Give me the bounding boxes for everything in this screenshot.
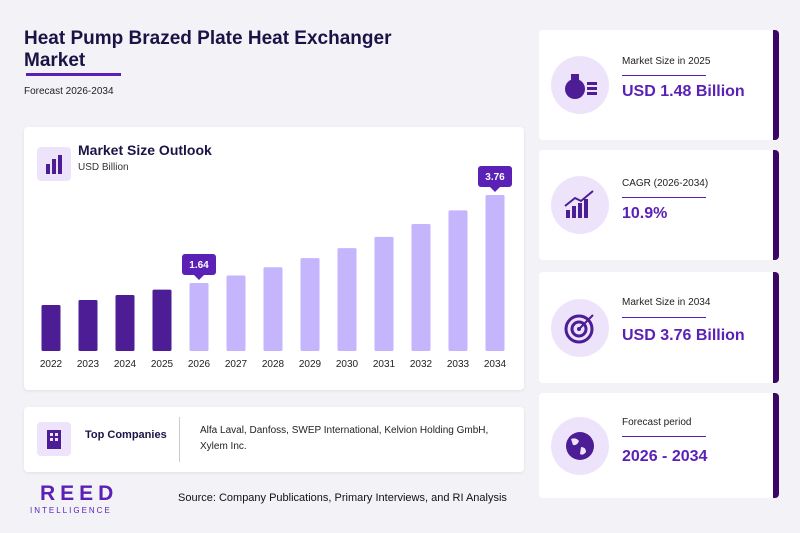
value-callout xyxy=(182,253,216,275)
kpi-card: Market Size in 2034 USD 3.76 Billion xyxy=(539,272,779,383)
kpi-rule xyxy=(622,317,706,318)
icon xyxy=(566,431,594,460)
x-tick-label: 2032 xyxy=(410,359,433,370)
title: Heat Pump Brazed Plate Heat Exchanger Ma… xyxy=(24,28,392,71)
x-tick-label: 2029 xyxy=(299,359,322,370)
kpi-icon xyxy=(551,56,609,114)
bar xyxy=(374,236,394,351)
kpi-label: Forecast period xyxy=(622,417,692,428)
x-tick-label: 2028 xyxy=(262,359,285,370)
value-callout xyxy=(478,166,512,187)
x-tick-label: 2034 xyxy=(484,359,507,370)
x-tick-label: 2033 xyxy=(447,359,470,370)
chart-subtitle: USD Billion xyxy=(78,162,129,173)
logo-tagline: INTELLIGENCE xyxy=(30,506,112,515)
bar xyxy=(78,299,98,351)
x-tick-label: 2027 xyxy=(225,359,248,370)
kpi-card: Forecast period 2026 - 2034 xyxy=(539,393,779,498)
bar xyxy=(411,224,431,351)
bar xyxy=(448,210,468,351)
kpi-value: 2026 - 2034 xyxy=(622,448,708,465)
kpi-rule xyxy=(622,75,706,76)
divider xyxy=(179,417,180,462)
kpi-label: Market Size in 2034 xyxy=(622,297,711,308)
kpi-value: USD 1.48 Billion xyxy=(622,83,745,100)
x-tick-label: 2026 xyxy=(188,359,211,370)
companies-icon xyxy=(37,422,71,456)
kpi-rule xyxy=(622,436,706,437)
chart-card: Market Size Outlook USD Billion 2022 2023… xyxy=(24,127,524,390)
chart-title: Market Size Outlook xyxy=(78,142,212,158)
value-callout-pointer xyxy=(490,187,500,192)
kpi-value: USD 3.76 Billion xyxy=(622,327,745,344)
kpi-icon xyxy=(551,176,609,234)
bar xyxy=(152,289,172,351)
icon xyxy=(47,430,61,449)
bar xyxy=(189,282,209,351)
x-tick-label: 2031 xyxy=(373,359,396,370)
x-tick-label: 2030 xyxy=(336,359,359,370)
kpi-icon xyxy=(551,416,609,475)
x-tick-label: 2024 xyxy=(114,359,137,370)
kpi-label: Market Size in 2025 xyxy=(622,56,711,67)
kpi-card: Market Size in 2025 USD 1.48 Billion xyxy=(539,30,779,140)
x-tick-label: 2023 xyxy=(77,359,100,370)
bar xyxy=(300,258,320,351)
companies-label: Top Companies xyxy=(85,429,167,441)
kpi-value: 10.9% xyxy=(622,205,668,222)
value-callout-pointer xyxy=(194,274,204,280)
chart-icon xyxy=(37,147,71,181)
bar xyxy=(485,195,505,351)
bar xyxy=(115,294,135,351)
kpi-card: CAGR (2026-2034) 10.9% xyxy=(539,150,779,260)
x-tick-label: 2025 xyxy=(151,359,174,370)
icon xyxy=(565,74,597,99)
kpi-icon xyxy=(551,298,609,357)
bar xyxy=(263,267,283,351)
companies-text: Alfa Laval, Danfoss, SWEP International,… xyxy=(200,425,489,452)
kpi-rule xyxy=(622,197,706,198)
subtitle: Forecast 2026-2034 xyxy=(24,86,114,97)
logo-name: REED xyxy=(40,482,119,505)
chart: 2022 2023 2024 2025 2026 1.64 2027 2028 2029 2030… xyxy=(40,166,512,370)
value-label: 3.76 xyxy=(485,172,505,183)
icon xyxy=(46,155,62,174)
value-label: 1.64 xyxy=(189,260,209,271)
source: Source: Company Publications, Primary In… xyxy=(178,492,507,504)
companies-card: Top Companies Alfa Laval, Danfoss, SWEP … xyxy=(24,407,524,472)
x-tick-label: 2022 xyxy=(40,359,63,370)
bar xyxy=(41,304,61,351)
title-underline xyxy=(26,73,121,76)
icon xyxy=(564,313,594,343)
icon xyxy=(564,190,594,218)
bar xyxy=(337,248,357,351)
kpi-label: CAGR (2026-2034) xyxy=(622,178,709,189)
bar xyxy=(226,275,246,351)
